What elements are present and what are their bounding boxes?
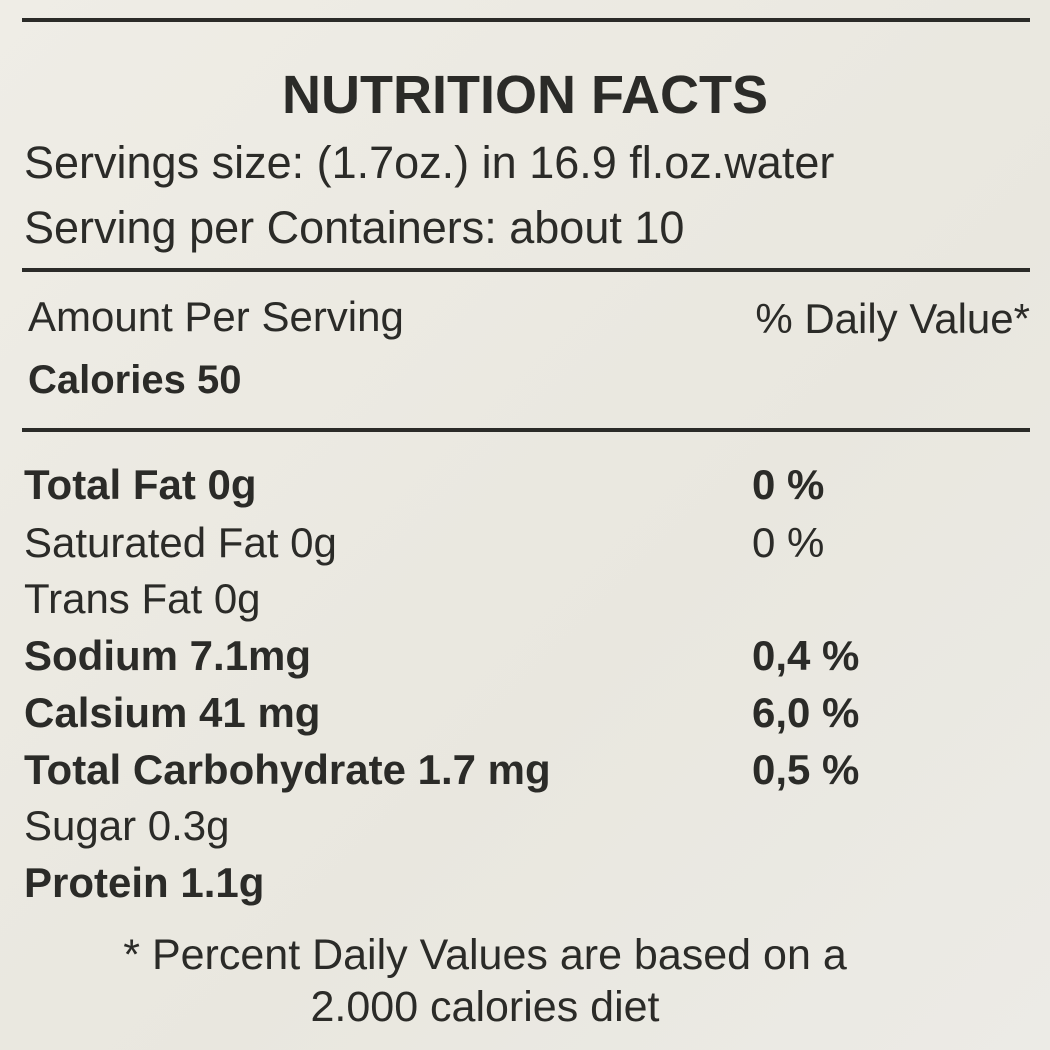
serving-size: Servings size: (1.7oz.) in 16.9 fl.oz.wa… <box>24 137 835 188</box>
daily-value: 6,0 % <box>752 689 860 736</box>
rule <box>22 268 1030 272</box>
nutrient-name: Protein 1.1g <box>24 859 265 906</box>
nutrient-name: Total Carbohydrate 1.7 mg <box>24 746 551 793</box>
nutrient-name: Saturated Fat 0g <box>24 519 337 566</box>
daily-value: 0 % <box>752 461 825 508</box>
nutrient-name: Sugar 0.3g <box>24 802 230 849</box>
footnote-line: * Percent Daily Values are based on a <box>123 931 847 979</box>
daily-value: 0 % <box>752 519 825 566</box>
servings-per-container: Serving per Containers: about 10 <box>24 202 685 253</box>
daily-value: 0,5 % <box>752 746 860 793</box>
footnote-line: 2.000 calories diet <box>310 983 660 1031</box>
rule <box>22 428 1030 432</box>
nutrient-name: Calsium 41 mg <box>24 689 321 736</box>
title: NUTRITION FACTS <box>282 65 768 125</box>
rule <box>22 18 1030 22</box>
nutrient-name: Sodium 7.1mg <box>24 632 312 679</box>
daily-value: 0,4 % <box>752 632 860 679</box>
nutrient-name: Total Fat 0g <box>24 461 257 508</box>
nutrient-name: Trans Fat 0g <box>24 575 261 622</box>
calories: Calories 50 <box>28 358 242 402</box>
dv-header: % Daily Value* <box>755 295 1030 342</box>
amount-header: Amount Per Serving <box>28 293 404 340</box>
